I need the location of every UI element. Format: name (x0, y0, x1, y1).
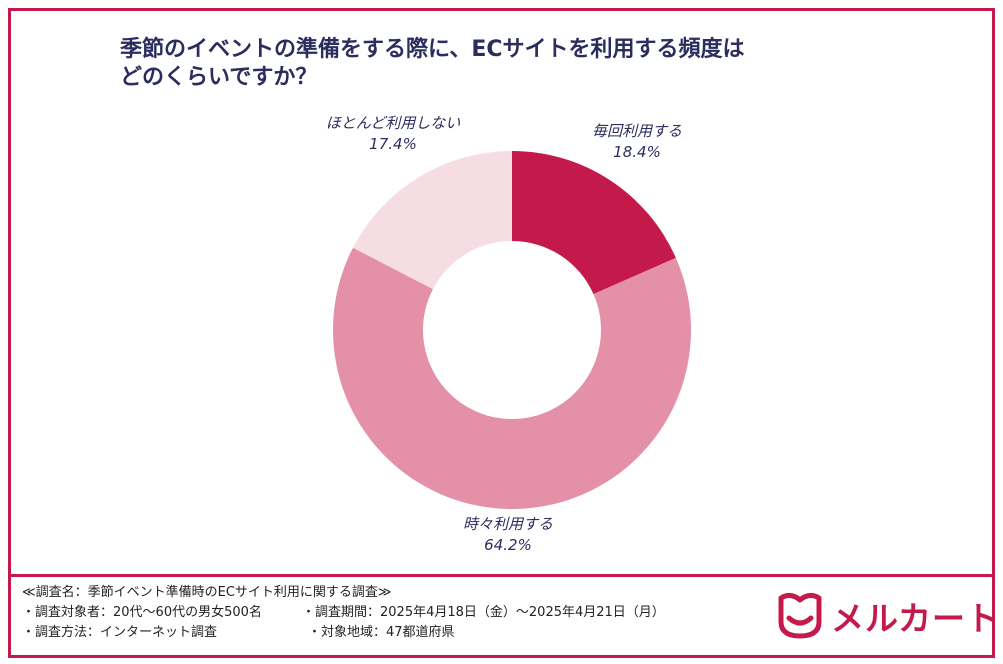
title-line-1: 季節のイベントの準備をする際に、ECサイトを利用する頻度は (120, 37, 745, 62)
donut-slice-1 (512, 151, 676, 295)
donut-slice-3 (353, 151, 512, 290)
chart-frame (8, 8, 995, 574)
survey-region: ・対象地域：47都道府県 (308, 625, 455, 640)
mercart-logo: メルカート (773, 588, 999, 644)
survey-notes: ≪調査名：季節イベント準備時のECサイト利用に関する調査≫ ・調査対象者：20代… (22, 583, 665, 643)
survey-method: ・調査方法：インターネット調査 (22, 625, 218, 640)
donut-chart: 毎回利用する 18.4% 時々利用する 64.2% ほとんど利用しない 17.4% (326, 114, 691, 554)
slice-category-label: ほとんど利用しない (326, 114, 461, 132)
survey-target: ・調査対象者：20代〜60代の男女500名 (22, 605, 262, 620)
slice-value-label: 18.4% (613, 143, 661, 161)
survey-period: ・調査期間：2025年4月18日（金）〜2025年4月21日（月） (302, 605, 665, 620)
title-line-2: どのくらいですか？ (120, 65, 318, 90)
page-title: 季節のイベントの準備をする際に、ECサイトを利用する頻度は どのくらいですか？ (120, 36, 940, 92)
slice-category-label: 時々利用する (463, 515, 553, 533)
notes-frame (8, 574, 995, 658)
slice-value-label: 64.2% (484, 536, 532, 554)
slice-value-label: 17.4% (369, 135, 417, 153)
slice-category-label: 毎回利用する (592, 122, 682, 140)
donut-slice-2 (332, 247, 691, 509)
survey-name: ≪調査名：季節イベント準備時のECサイト利用に関する調査≫ (22, 585, 392, 600)
logo-text: メルカート (831, 599, 1001, 638)
mercart-logo-icon (778, 592, 822, 639)
